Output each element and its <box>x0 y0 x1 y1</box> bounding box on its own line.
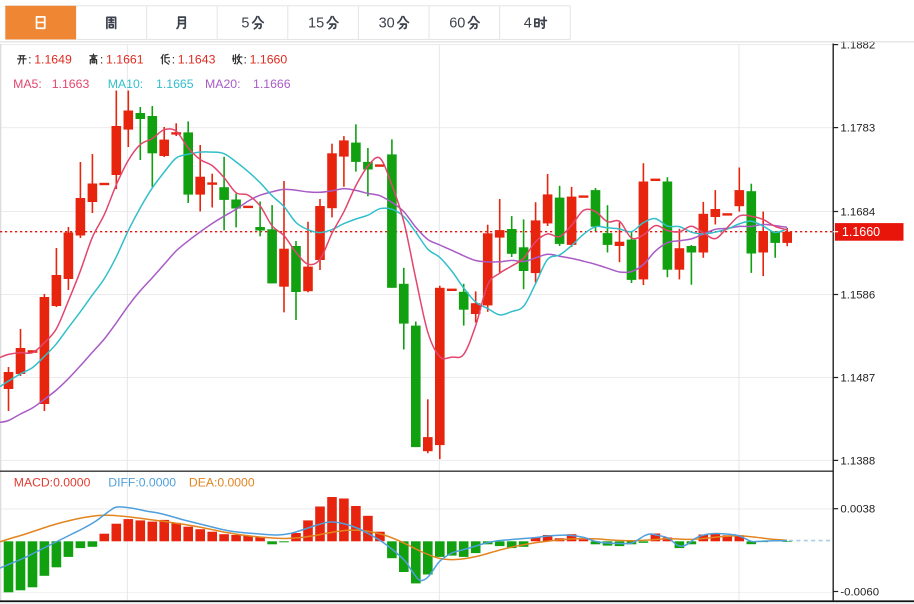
svg-text:1.1661: 1.1661 <box>106 52 144 66</box>
svg-text:1.1487: 1.1487 <box>840 373 875 385</box>
svg-text:0.0038: 0.0038 <box>840 504 875 516</box>
svg-text:1.1666: 1.1666 <box>253 77 291 91</box>
svg-text::: : <box>244 52 247 66</box>
svg-text:DEA:0.0000: DEA:0.0000 <box>189 476 255 490</box>
svg-text:15: 15 <box>308 16 324 32</box>
svg-text:1.1388: 1.1388 <box>840 455 875 467</box>
svg-text::: : <box>28 52 31 66</box>
svg-text:1.1649: 1.1649 <box>34 52 72 66</box>
svg-text::: : <box>100 52 103 66</box>
svg-text:5: 5 <box>241 16 249 32</box>
svg-text:30: 30 <box>379 16 395 32</box>
svg-text:DIFF:0.0000: DIFF:0.0000 <box>108 476 176 490</box>
svg-text:4: 4 <box>524 16 532 32</box>
svg-text:1.1643: 1.1643 <box>178 52 216 66</box>
svg-text:1.1684: 1.1684 <box>840 207 875 219</box>
svg-text:1.1783: 1.1783 <box>840 123 875 135</box>
svg-text:1.1882: 1.1882 <box>840 40 875 52</box>
svg-text:1.1660: 1.1660 <box>250 52 288 66</box>
svg-text::: : <box>172 52 175 66</box>
svg-text:60: 60 <box>449 16 465 32</box>
svg-text:1.1663: 1.1663 <box>52 77 90 91</box>
svg-text:1.1586: 1.1586 <box>840 290 875 302</box>
svg-text:1.1665: 1.1665 <box>156 77 194 91</box>
svg-text:MA10:: MA10: <box>108 77 144 91</box>
svg-text:MACD:0.0000: MACD:0.0000 <box>14 476 91 490</box>
svg-text:MA5:: MA5: <box>13 77 42 91</box>
svg-text:MA20:: MA20: <box>205 77 241 91</box>
svg-text:-0.0060: -0.0060 <box>840 587 879 599</box>
svg-text:1.1660: 1.1660 <box>842 225 880 239</box>
